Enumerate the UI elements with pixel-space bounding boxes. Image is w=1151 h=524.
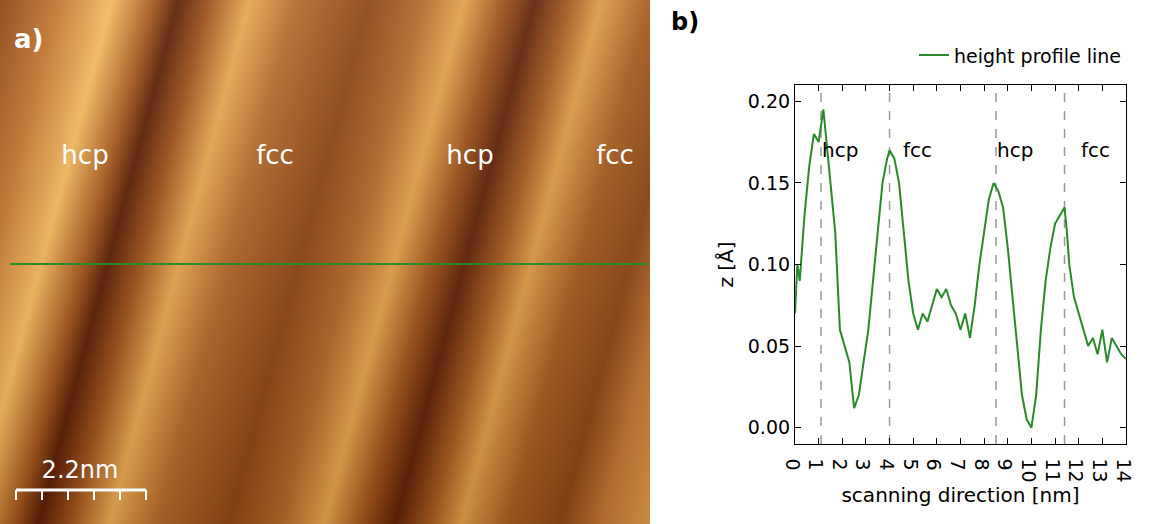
- svg-text:0.05: 0.05: [748, 335, 790, 357]
- svg-text:1: 1: [805, 458, 827, 470]
- svg-text:3: 3: [852, 458, 874, 470]
- svg-text:2.2nm: 2.2nm: [42, 456, 119, 484]
- svg-text:hcp: hcp: [822, 138, 858, 162]
- svg-text:a): a): [14, 24, 43, 54]
- svg-text:10: 10: [1018, 458, 1040, 482]
- svg-text:2: 2: [829, 458, 851, 470]
- svg-text:b): b): [671, 8, 699, 36]
- svg-text:fcc: fcc: [903, 138, 932, 162]
- svg-text:fcc: fcc: [256, 140, 294, 170]
- svg-text:hcp: hcp: [997, 138, 1033, 162]
- svg-text:height profile line: height profile line: [954, 44, 1121, 66]
- svg-text:fcc: fcc: [1081, 138, 1110, 162]
- svg-text:0.00: 0.00: [748, 416, 790, 438]
- svg-text:7: 7: [947, 458, 969, 470]
- svg-text:13: 13: [1089, 458, 1111, 482]
- svg-text:6: 6: [923, 458, 945, 470]
- svg-text:0.20: 0.20: [748, 90, 790, 112]
- svg-text:12: 12: [1065, 458, 1087, 482]
- svg-text:9: 9: [994, 458, 1016, 470]
- svg-text:8: 8: [971, 458, 993, 470]
- svg-text:5: 5: [900, 458, 922, 470]
- svg-text:fcc: fcc: [596, 140, 634, 170]
- svg-text:0.15: 0.15: [748, 172, 790, 194]
- svg-text:14: 14: [1113, 458, 1135, 482]
- svg-text:hcp: hcp: [61, 140, 108, 170]
- svg-text:scanning direction [nm]: scanning direction [nm]: [841, 483, 1079, 507]
- svg-text:hcp: hcp: [446, 140, 493, 170]
- svg-text:0.10: 0.10: [748, 253, 790, 275]
- svg-text:0: 0: [782, 458, 804, 470]
- svg-text:z [Å]: z [Å]: [714, 241, 738, 287]
- svg-text:4: 4: [876, 458, 898, 470]
- svg-text:11: 11: [1042, 458, 1064, 482]
